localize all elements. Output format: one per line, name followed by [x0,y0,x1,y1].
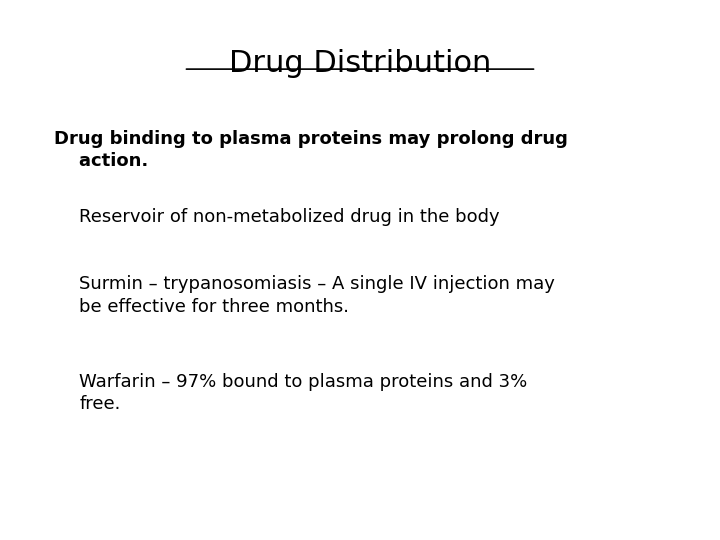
Text: Drug Distribution: Drug Distribution [229,49,491,78]
Text: Warfarin – 97% bound to plasma proteins and 3%
free.: Warfarin – 97% bound to plasma proteins … [79,373,528,413]
Text: Surmin – trypanosomiasis – A single IV injection may
be effective for three mont: Surmin – trypanosomiasis – A single IV i… [79,275,555,315]
Text: Reservoir of non-metabolized drug in the body: Reservoir of non-metabolized drug in the… [79,208,500,226]
Text: Drug binding to plasma proteins may prolong drug
    action.: Drug binding to plasma proteins may prol… [54,130,568,170]
